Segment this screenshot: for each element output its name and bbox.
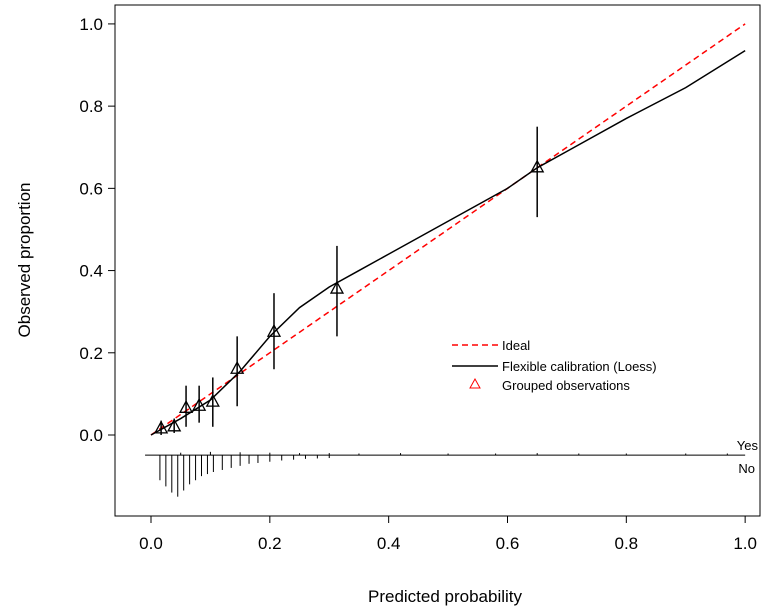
y-tick-label: 0.8	[79, 97, 103, 116]
y-tick-label: 1.0	[79, 15, 103, 34]
grouped-point	[530, 159, 545, 173]
x-tick-label: 1.0	[733, 534, 757, 553]
legend-label: Grouped observations	[502, 378, 630, 393]
plot-frame	[114, 4, 761, 517]
grouped-point	[192, 397, 207, 411]
grouped-point	[205, 393, 220, 407]
legend-symbol	[469, 377, 481, 389]
y-tick-label: 0.0	[79, 426, 103, 445]
legend-label: Flexible calibration (Loess)	[502, 359, 657, 374]
spike-yes-label: Yes	[737, 438, 759, 453]
grouped-point	[329, 280, 345, 294]
x-tick-label: 0.2	[258, 534, 282, 553]
y-tick-label: 0.2	[79, 344, 103, 363]
series-line	[150, 23, 746, 436]
grouped-point	[178, 399, 194, 413]
grouped-point	[167, 418, 182, 432]
x-axis-label: Predicted probability	[368, 587, 523, 606]
y-axis-label: Observed proportion	[15, 183, 34, 338]
y-tick-label: 0.4	[79, 262, 103, 281]
grouped-point	[230, 360, 245, 374]
y-tick-label: 0.6	[79, 179, 103, 198]
grouped-point	[154, 420, 169, 434]
x-tick-label: 0.8	[614, 534, 638, 553]
x-tick-label: 0.0	[139, 534, 163, 553]
x-tick-label: 0.4	[377, 534, 401, 553]
legend-label: Ideal	[502, 338, 530, 353]
series-line	[150, 49, 746, 436]
grouped-point	[266, 323, 282, 337]
spike-no-label: No	[738, 461, 755, 476]
x-tick-label: 0.6	[496, 534, 520, 553]
